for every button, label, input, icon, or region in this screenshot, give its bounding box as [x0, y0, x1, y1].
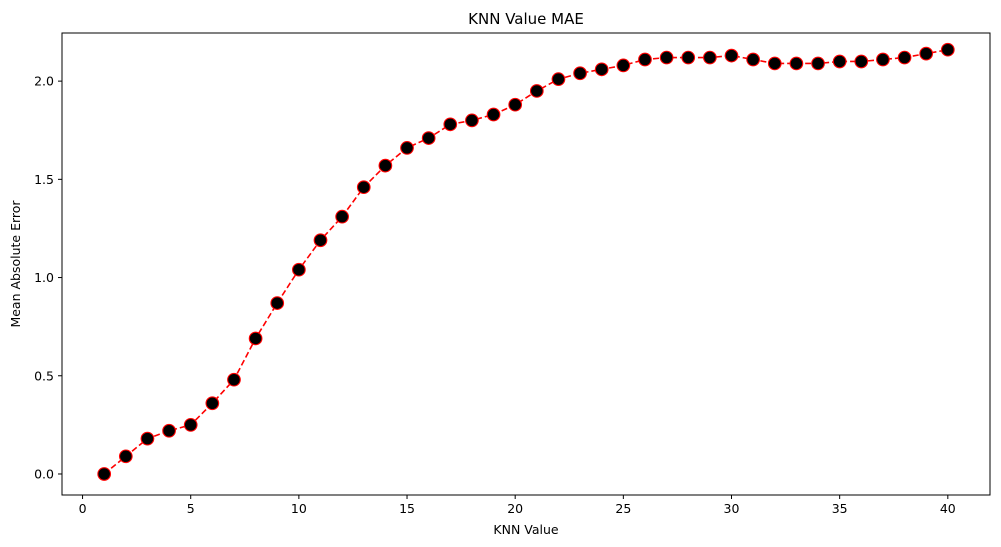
data-point [356, 180, 371, 195]
chart-title: KNN Value MAE [468, 10, 584, 28]
data-point [118, 449, 133, 464]
data-point [551, 72, 566, 87]
x-tick-label: 20 [507, 501, 523, 516]
data-point [292, 262, 306, 277]
x-tick-label: 35 [832, 501, 848, 516]
data-point [724, 48, 739, 63]
data-point [443, 117, 458, 132]
y-tick-label: 0.0 [34, 466, 54, 481]
data-point [140, 431, 155, 446]
data-point [767, 56, 782, 71]
y-tick-label: 1.5 [34, 172, 54, 187]
data-point [270, 296, 285, 310]
data-point [854, 54, 869, 69]
data-point [811, 56, 825, 71]
data-point [248, 331, 263, 346]
data-point [465, 113, 479, 128]
data-point [659, 50, 674, 65]
data-point [940, 42, 955, 57]
data-point [832, 54, 847, 69]
x-tick-label: 30 [724, 501, 740, 516]
data-point [789, 56, 804, 71]
data-point [703, 50, 717, 65]
y-axis-label: Mean Absolute Error [8, 200, 23, 328]
series-mae [97, 42, 955, 481]
data-point [746, 52, 760, 67]
x-tick-label: 10 [291, 501, 307, 516]
data-point [400, 141, 414, 155]
data-point [335, 209, 349, 224]
data-point [573, 66, 587, 81]
data-point [162, 423, 176, 438]
x-tick-label: 25 [615, 501, 631, 516]
data-point [638, 52, 652, 67]
data-point [919, 46, 934, 61]
y-axis: 0.0 0.5 1.0 1.5 2.0 [34, 74, 62, 481]
data-point [594, 62, 609, 77]
data-point [486, 107, 501, 122]
series-line [103, 48, 948, 475]
x-axis-label: KNN Value [493, 522, 559, 537]
data-point [205, 396, 220, 411]
data-point [508, 97, 523, 112]
x-tick-label: 40 [940, 501, 956, 516]
data-point [421, 131, 436, 145]
data-point [616, 58, 631, 73]
data-point [876, 52, 890, 67]
x-tick-label: 0 [79, 501, 87, 516]
data-point [227, 372, 241, 387]
x-axis: 0 5 10 15 20 25 30 35 40 [79, 495, 956, 516]
y-tick-label: 0.5 [34, 368, 54, 383]
x-tick-label: 15 [399, 501, 415, 516]
data-point [313, 233, 328, 248]
x-tick-label: 5 [187, 501, 195, 516]
data-point [183, 418, 198, 432]
data-point [681, 50, 696, 65]
plot-area [61, 32, 991, 496]
data-point [897, 50, 912, 65]
plot-frame [61, 32, 991, 496]
data-point [378, 158, 393, 173]
data-point [97, 467, 112, 481]
data-point [529, 84, 544, 98]
y-tick-label: 2.0 [34, 74, 54, 89]
y-tick-label: 1.0 [34, 270, 54, 285]
